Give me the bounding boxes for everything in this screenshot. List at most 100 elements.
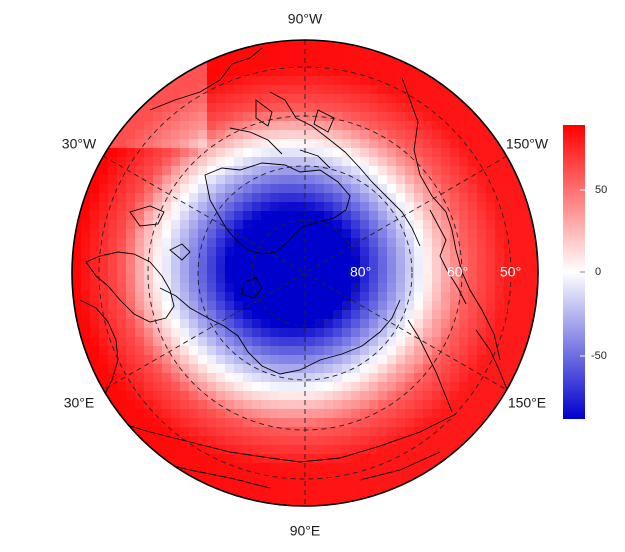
field-cell: [378, 40, 388, 50]
field-cell: [378, 121, 388, 131]
field-cell: [270, 130, 280, 140]
field-cell: [342, 130, 352, 140]
field-cell: [216, 238, 226, 248]
field-cell: [144, 409, 154, 419]
field-cell: [279, 400, 289, 410]
field-cell: [234, 319, 244, 329]
field-cell: [117, 418, 127, 428]
field-cell: [351, 472, 361, 482]
field-cell: [207, 130, 217, 140]
field-cell: [468, 256, 478, 266]
field-cell: [531, 328, 541, 338]
field-cell: [225, 382, 235, 392]
field-cell: [324, 229, 334, 239]
field-cell: [387, 256, 397, 266]
field-cell: [261, 220, 271, 230]
field-cell: [135, 445, 145, 455]
field-cell: [441, 292, 451, 302]
field-cell: [351, 481, 361, 491]
field-cell: [207, 409, 217, 419]
field-cell: [342, 382, 352, 392]
field-cell: [477, 292, 487, 302]
field-cell: [468, 166, 478, 176]
field-cell: [306, 130, 316, 140]
field-cell: [396, 382, 406, 392]
field-cell: [270, 229, 280, 239]
field-cell: [459, 121, 469, 131]
field-cell: [477, 157, 487, 167]
field-cell: [90, 337, 100, 347]
field-cell: [477, 184, 487, 194]
field-cell: [252, 292, 262, 302]
field-cell: [279, 445, 289, 455]
field-cell: [144, 247, 154, 257]
field-cell: [432, 148, 442, 158]
field-cell: [189, 265, 199, 275]
field-cell: [243, 319, 253, 329]
field-cell: [288, 337, 298, 347]
field-cell: [522, 220, 532, 230]
field-cell: [468, 337, 478, 347]
field-cell: [513, 301, 523, 311]
field-cell: [135, 193, 145, 203]
field-cell: [153, 418, 163, 428]
field-cell: [441, 130, 451, 140]
field-cell: [225, 319, 235, 329]
field-cell: [423, 256, 433, 266]
field-cell: [423, 202, 433, 212]
field-cell: [216, 409, 226, 419]
field-cell: [135, 328, 145, 338]
field-cell: [144, 184, 154, 194]
field-cell: [234, 364, 244, 374]
field-cell: [450, 166, 460, 176]
field-cell: [306, 319, 316, 329]
field-cell: [369, 220, 379, 230]
field-cell: [117, 373, 127, 383]
field-cell: [351, 184, 361, 194]
field-cell: [405, 319, 415, 329]
field-cell: [306, 76, 316, 86]
field-cell: [369, 382, 379, 392]
field-cell: [387, 274, 397, 284]
field-cell: [234, 391, 244, 401]
field-cell: [189, 211, 199, 221]
field-cell: [423, 247, 433, 257]
field-cell: [162, 391, 172, 401]
field-cell: [216, 463, 226, 473]
field-cell: [342, 310, 352, 320]
field-cell: [180, 121, 190, 131]
field-cell: [306, 139, 316, 149]
field-cell: [225, 301, 235, 311]
field-cell: [324, 292, 334, 302]
field-cell: [360, 481, 370, 491]
field-cell: [117, 184, 127, 194]
field-cell: [225, 184, 235, 194]
field-cell: [261, 436, 271, 446]
field-cell: [117, 346, 127, 356]
field-cell: [333, 265, 343, 275]
field-cell: [477, 175, 487, 185]
field-cell: [369, 157, 379, 167]
field-cell: [450, 103, 460, 113]
field-cell: [441, 319, 451, 329]
field-cell: [315, 229, 325, 239]
field-cell: [306, 175, 316, 185]
field-cell: [198, 319, 208, 329]
field-cell: [108, 319, 118, 329]
field-cell: [72, 265, 82, 275]
field-cell: [117, 355, 127, 365]
field-cell: [216, 112, 226, 122]
field-cell: [450, 391, 460, 401]
field-cell: [180, 76, 190, 86]
field-cell: [261, 139, 271, 149]
field-cell: [252, 256, 262, 266]
field-cell: [378, 94, 388, 104]
field-cell: [144, 265, 154, 275]
field-cell: [387, 85, 397, 95]
field-cell: [135, 238, 145, 248]
field-cell: [477, 382, 487, 392]
field-cell: [324, 175, 334, 185]
field-cell: [432, 337, 442, 347]
field-cell: [90, 256, 100, 266]
field-cell: [279, 355, 289, 365]
